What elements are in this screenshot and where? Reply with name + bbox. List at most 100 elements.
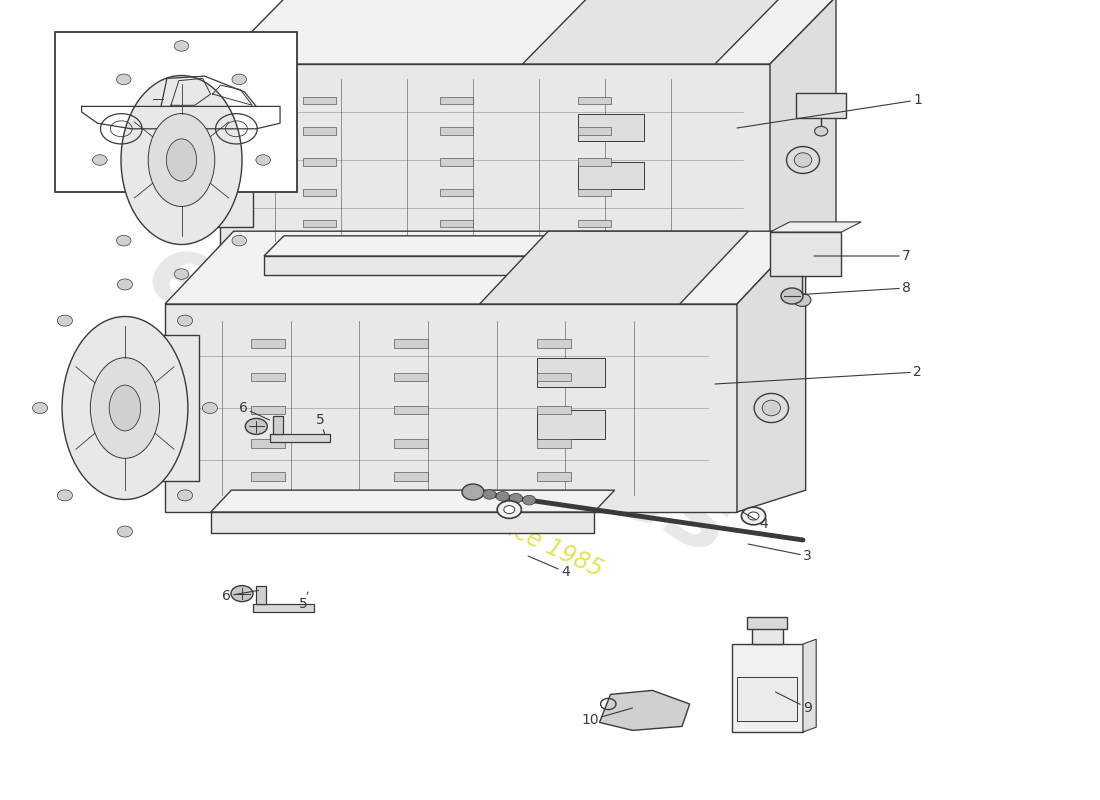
Text: 6: 6 [239, 401, 270, 420]
Bar [537, 339, 571, 348]
Polygon shape [220, 0, 836, 64]
Bar [251, 406, 285, 414]
Bar [302, 189, 336, 197]
Bar [737, 678, 797, 722]
Ellipse shape [786, 146, 820, 174]
Circle shape [245, 418, 267, 434]
Bar [440, 189, 473, 197]
Ellipse shape [121, 75, 242, 245]
Polygon shape [522, 0, 781, 64]
Circle shape [117, 74, 131, 85]
Text: 3: 3 [748, 544, 812, 563]
Bar [440, 219, 473, 227]
Bar [440, 158, 473, 166]
Circle shape [33, 402, 47, 414]
Polygon shape [803, 639, 816, 732]
Ellipse shape [109, 385, 141, 431]
Bar [732, 644, 803, 732]
Polygon shape [165, 231, 805, 304]
Polygon shape [480, 231, 748, 304]
Bar [578, 219, 610, 227]
Polygon shape [211, 490, 615, 512]
Bar [251, 439, 285, 447]
Bar [537, 373, 571, 381]
Bar [302, 97, 336, 104]
Circle shape [781, 288, 803, 304]
Bar [578, 97, 610, 104]
Circle shape [174, 269, 189, 279]
Ellipse shape [794, 153, 812, 167]
Ellipse shape [90, 358, 160, 458]
Text: 5: 5 [316, 413, 324, 434]
Bar [394, 439, 428, 447]
Text: 2: 2 [715, 365, 922, 384]
Text: eurospares: eurospares [133, 222, 747, 578]
Polygon shape [211, 512, 594, 533]
Bar [251, 339, 285, 348]
Polygon shape [770, 0, 836, 256]
Bar [394, 339, 428, 348]
Polygon shape [578, 162, 644, 189]
Text: 9: 9 [776, 692, 812, 715]
Circle shape [256, 154, 271, 166]
Text: 7: 7 [814, 249, 911, 263]
Circle shape [814, 126, 827, 136]
Bar [747, 617, 788, 629]
Bar [537, 439, 571, 447]
Polygon shape [253, 604, 313, 612]
Polygon shape [256, 586, 266, 604]
Circle shape [483, 490, 496, 499]
Text: 4: 4 [742, 512, 768, 531]
Text: 4: 4 [528, 556, 570, 579]
Ellipse shape [504, 506, 515, 514]
Ellipse shape [62, 317, 188, 499]
Polygon shape [154, 335, 199, 481]
Polygon shape [737, 231, 805, 512]
Text: a passion for parts since 1985: a passion for parts since 1985 [273, 410, 607, 582]
Bar [302, 127, 336, 135]
Text: 5: 5 [299, 592, 308, 611]
Circle shape [202, 402, 218, 414]
Bar [55, 32, 297, 192]
Circle shape [57, 490, 73, 501]
Polygon shape [770, 222, 861, 232]
Bar [796, 93, 846, 118]
Circle shape [57, 315, 73, 326]
Bar [578, 127, 610, 135]
Polygon shape [600, 690, 690, 730]
Circle shape [117, 235, 131, 246]
Text: 8: 8 [803, 281, 911, 295]
Ellipse shape [755, 394, 789, 422]
Bar [578, 189, 610, 197]
Circle shape [231, 586, 253, 602]
Polygon shape [264, 236, 652, 256]
Bar [440, 97, 473, 104]
Circle shape [118, 279, 132, 290]
Ellipse shape [741, 507, 766, 525]
Bar [394, 373, 428, 381]
Circle shape [92, 154, 107, 166]
Bar [394, 473, 428, 481]
Polygon shape [220, 64, 770, 256]
Ellipse shape [748, 512, 759, 520]
Polygon shape [209, 93, 253, 227]
Circle shape [462, 484, 484, 500]
Polygon shape [264, 256, 632, 275]
Polygon shape [270, 434, 330, 442]
Ellipse shape [148, 114, 214, 206]
Circle shape [118, 526, 132, 537]
Ellipse shape [166, 139, 197, 181]
Ellipse shape [497, 501, 521, 518]
Text: 1: 1 [737, 93, 922, 128]
Polygon shape [770, 232, 842, 276]
Circle shape [509, 494, 522, 503]
Bar [751, 628, 783, 644]
Circle shape [522, 495, 536, 505]
Bar [537, 473, 571, 481]
Circle shape [496, 491, 509, 501]
Ellipse shape [762, 400, 781, 416]
Bar [251, 373, 285, 381]
Circle shape [177, 490, 192, 501]
Bar [302, 219, 336, 227]
Bar [537, 406, 571, 414]
